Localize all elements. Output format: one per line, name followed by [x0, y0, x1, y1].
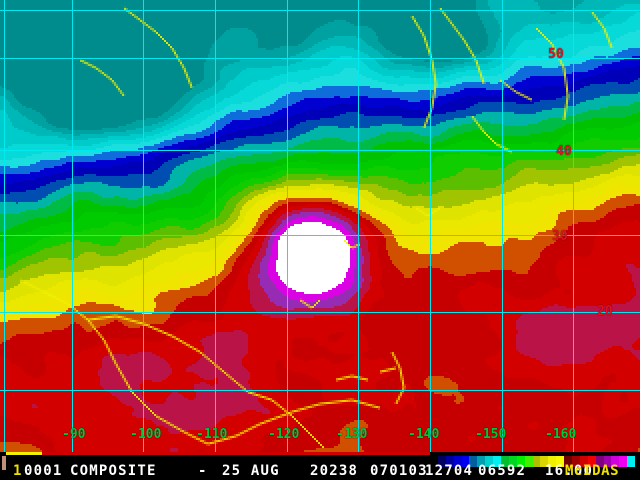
- satellite-number: 06592: [478, 463, 527, 479]
- longitude-label: -160: [545, 427, 577, 442]
- satellite-raster: [0, 0, 640, 452]
- resolution-value: 16.00: [545, 463, 594, 479]
- latitude-label: 20: [597, 304, 613, 319]
- separator-dash: -: [198, 463, 208, 479]
- longitude-label: -150: [475, 427, 507, 442]
- latitude-label: 30: [552, 229, 568, 244]
- latitude-label: 40: [556, 144, 572, 159]
- longitude-label: -90: [62, 427, 86, 442]
- status-info-bar: 1 0001 COMPOSITE - 25 AUG 20238 070103 1…: [0, 452, 640, 480]
- mcidas-brand-label: McIDAS: [565, 463, 620, 479]
- date-text: 25 AUG: [222, 463, 280, 479]
- sensor-id: 0001: [24, 463, 63, 479]
- longitude-label: -110: [196, 427, 228, 442]
- latitude-label: 50: [548, 47, 564, 62]
- ir-enhancement-colorbar: [430, 456, 636, 467]
- julian-day: 20238: [310, 463, 359, 479]
- longitude-label: -100: [130, 427, 162, 442]
- satellite-image-area[interactable]: 50 40 30 20 -90 -100 -110 -120 -130 -140 -150 -160: [0, 0, 640, 452]
- product-label: COMPOSITE: [70, 463, 157, 479]
- longitude-label: -130: [336, 427, 368, 442]
- time-stamp: 070103: [370, 463, 428, 479]
- longitude-label: -140: [408, 427, 440, 442]
- bar-rule-yellow: [6, 452, 42, 455]
- longitude-label: -120: [268, 427, 300, 442]
- left-edge-marker: [2, 456, 6, 470]
- frame-number: 1: [13, 463, 23, 479]
- bar-rule-red: [42, 452, 430, 455]
- band-code: 12704: [425, 463, 474, 479]
